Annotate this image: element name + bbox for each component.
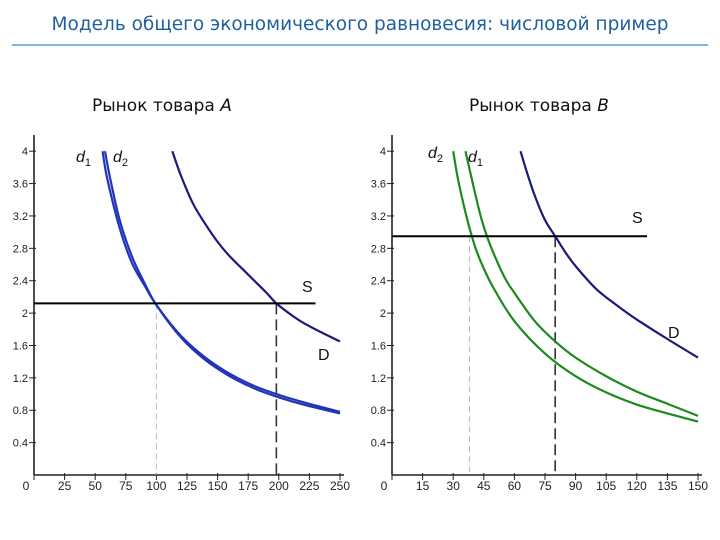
panel-title-b: Рынок товара B [469, 96, 609, 116]
y-tick-label: 4 [22, 146, 28, 158]
panel-title-a-var: A [220, 96, 232, 116]
y-tick-label: 2.4 [13, 276, 28, 288]
y-tick-label: 2.4 [371, 276, 386, 288]
y-tick-label: 2 [22, 308, 28, 320]
panel-title-a: Рынок товара A [92, 96, 232, 116]
y-tick-label: 0.4 [371, 438, 386, 450]
x-tick-label: 90 [569, 479, 583, 493]
chart-market-b: 0.4 0.8 1.2 1.6 2 2.4 2.8 3.2 3.6 4 0 15 30 45 60 75 90 1… [371, 135, 708, 493]
y-tick-label: 1.2 [13, 373, 28, 385]
panel-title-b-prefix: Рынок товара [469, 96, 592, 116]
series-label-D: D [318, 347, 330, 364]
series-label-S: S [302, 279, 313, 296]
x-tick-label: 25 [58, 479, 72, 493]
y-tick-label: 2.8 [13, 243, 28, 255]
panel-title-b-var: B [597, 96, 609, 116]
y-tick-label: 3.2 [13, 211, 28, 223]
y-tick-label: 2.8 [371, 243, 386, 255]
page-title: Модель общего экономического равновесия:… [51, 14, 669, 35]
series-label-D: D [668, 325, 680, 342]
series-line-D [171, 150, 341, 343]
series-label-d2: d2 [113, 149, 128, 169]
series-line-D [519, 150, 699, 359]
x-tick-label: 150 [688, 479, 708, 493]
x-tick-label: 75 [538, 479, 552, 493]
series-label-d1: d1 [76, 149, 91, 169]
x-tick-label: 175 [238, 479, 258, 493]
series-label-S: S [632, 210, 643, 227]
x-tick-label: 120 [627, 479, 647, 493]
panel-title-a-prefix: Рынок товара [92, 96, 215, 116]
x-tick-label: 200 [269, 479, 289, 493]
x-tick-label: 15 [416, 479, 430, 493]
y-tick-label: 3.2 [371, 211, 386, 223]
chart-market-a: 0.4 0.8 1.2 1.6 2 2.4 2.8 3.2 3.6 4 0 25 50 75 100 125 1… [13, 135, 350, 493]
y-tick-label: 4 [380, 146, 386, 158]
y-tick-label: 1.6 [13, 340, 28, 352]
x-tick-label: 0 [23, 479, 30, 493]
series-label-d1: d1 [468, 149, 483, 169]
y-tick-label: 1.6 [371, 340, 386, 352]
x-tick-label: 30 [447, 479, 461, 493]
x-tick-label: 250 [330, 479, 350, 493]
x-tick-label: 0 [381, 479, 388, 493]
title-divider [12, 44, 708, 46]
x-tick-label: 75 [119, 479, 133, 493]
series-line-d2 [103, 150, 341, 415]
x-tick-label: 50 [89, 479, 103, 493]
x-tick-label: 135 [657, 479, 677, 493]
series-line-d2 [452, 151, 699, 423]
x-tick-label: 125 [177, 479, 197, 493]
y-tick-label: 3.6 [371, 179, 386, 191]
x-tick-label: 100 [146, 479, 166, 493]
series-line-d1 [464, 150, 699, 417]
x-tick-label: 45 [477, 479, 491, 493]
x-tick-label: 105 [596, 479, 616, 493]
x-tick-label: 225 [299, 479, 319, 493]
y-tick-label: 0.8 [371, 405, 386, 417]
x-tick-label: 60 [508, 479, 522, 493]
series-label-d2: d2 [428, 145, 443, 165]
y-tick-label: 2 [380, 308, 386, 320]
y-tick-label: 0.4 [13, 438, 28, 450]
x-tick-label: 150 [208, 479, 228, 493]
y-tick-label: 1.2 [371, 373, 386, 385]
y-tick-label: 0.8 [13, 405, 28, 417]
y-tick-label: 3.6 [13, 179, 28, 191]
